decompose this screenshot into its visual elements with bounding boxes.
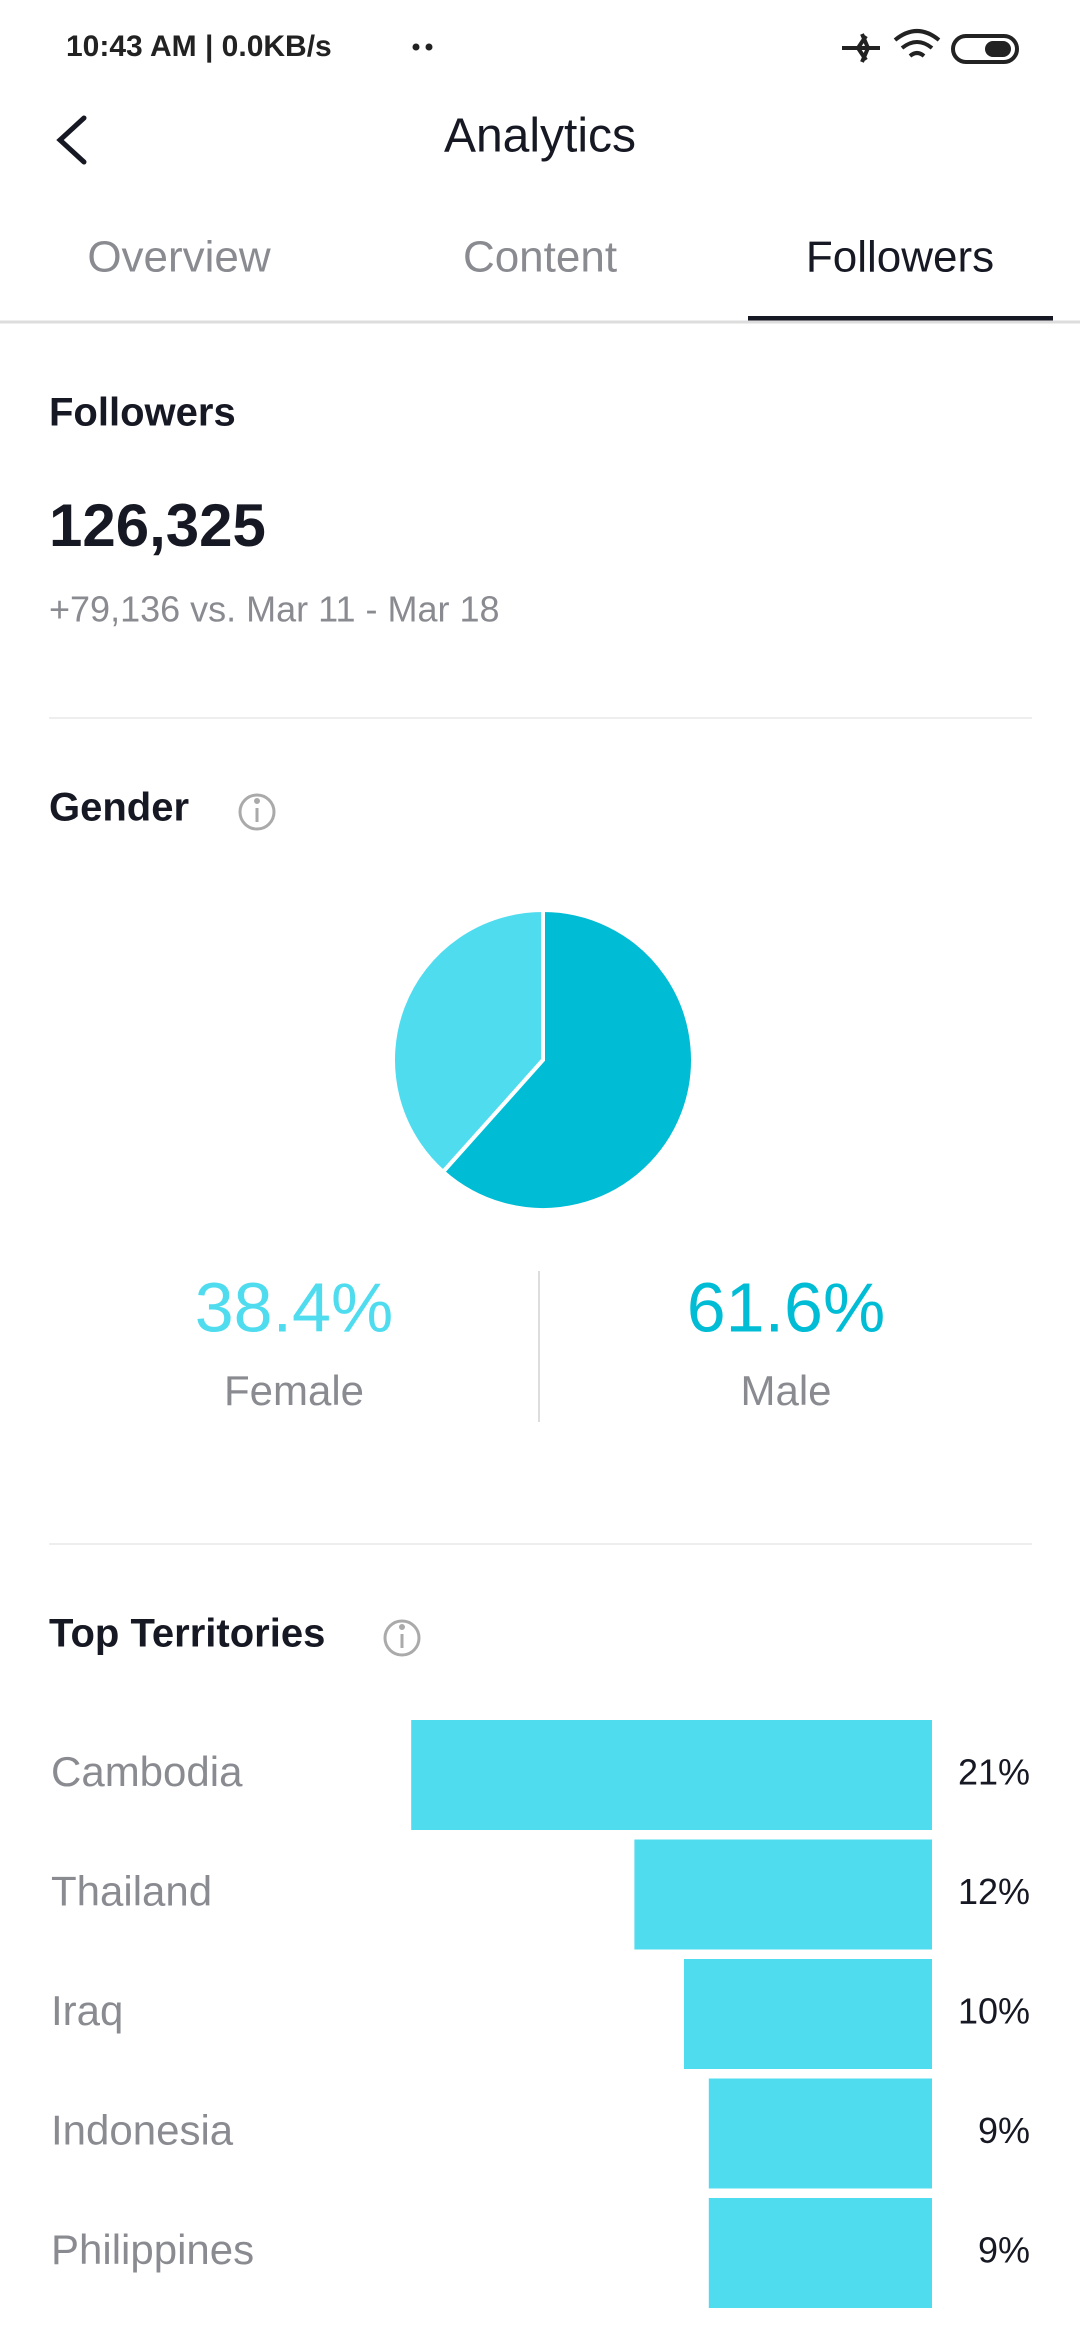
category-label: Philippines	[51, 2226, 254, 2273]
section-title: Followers	[49, 391, 236, 435]
percent-label: 61.6%	[687, 1268, 885, 1346]
bar	[708, 2198, 932, 2308]
status-dots	[412, 43, 433, 51]
value-label: 9%	[978, 2110, 1030, 2151]
tab[interactable]: Content	[463, 233, 617, 282]
value-label: 10%	[958, 1991, 1030, 2032]
tab[interactable]: Overview	[87, 233, 271, 282]
follower-change: +79,136 vs. Mar 11 - Mar 18	[49, 589, 500, 630]
value-label: 9%	[978, 2230, 1030, 2271]
bar	[708, 2078, 932, 2189]
bar	[634, 1839, 932, 1950]
category-label: Cambodia	[51, 1748, 243, 1795]
value-label: 21%	[958, 1752, 1030, 1793]
category-label: Iraq	[51, 1987, 123, 2034]
back-button[interactable]	[56, 115, 87, 165]
category-label: Thailand	[51, 1868, 212, 1915]
pie-slice	[440, 907, 695, 1212]
legend-label: Male	[740, 1367, 831, 1414]
status-icons	[842, 29, 1019, 64]
section-title: Gender	[49, 786, 189, 830]
status-text: 10:43 AM | 0.0KB/s	[66, 30, 332, 63]
follower-total: 126,325	[49, 492, 266, 559]
tab[interactable]: Followers	[806, 233, 994, 282]
info-icon[interactable]	[238, 793, 276, 831]
section-title: Top Territories	[49, 1612, 325, 1656]
tab-bar: Overview Content Followers	[87, 233, 1053, 322]
info-icon[interactable]	[383, 1619, 421, 1657]
percent-label: 38.4%	[195, 1268, 393, 1346]
bar	[684, 1959, 932, 2069]
category-label: Indonesia	[51, 2107, 234, 2154]
value-label: 12%	[958, 1871, 1030, 1912]
legend-label: Female	[224, 1367, 364, 1414]
pie-slice	[391, 907, 545, 1175]
tab-indicator	[748, 316, 1053, 322]
bar	[411, 1720, 932, 1830]
page-title: Analytics	[444, 110, 636, 163]
